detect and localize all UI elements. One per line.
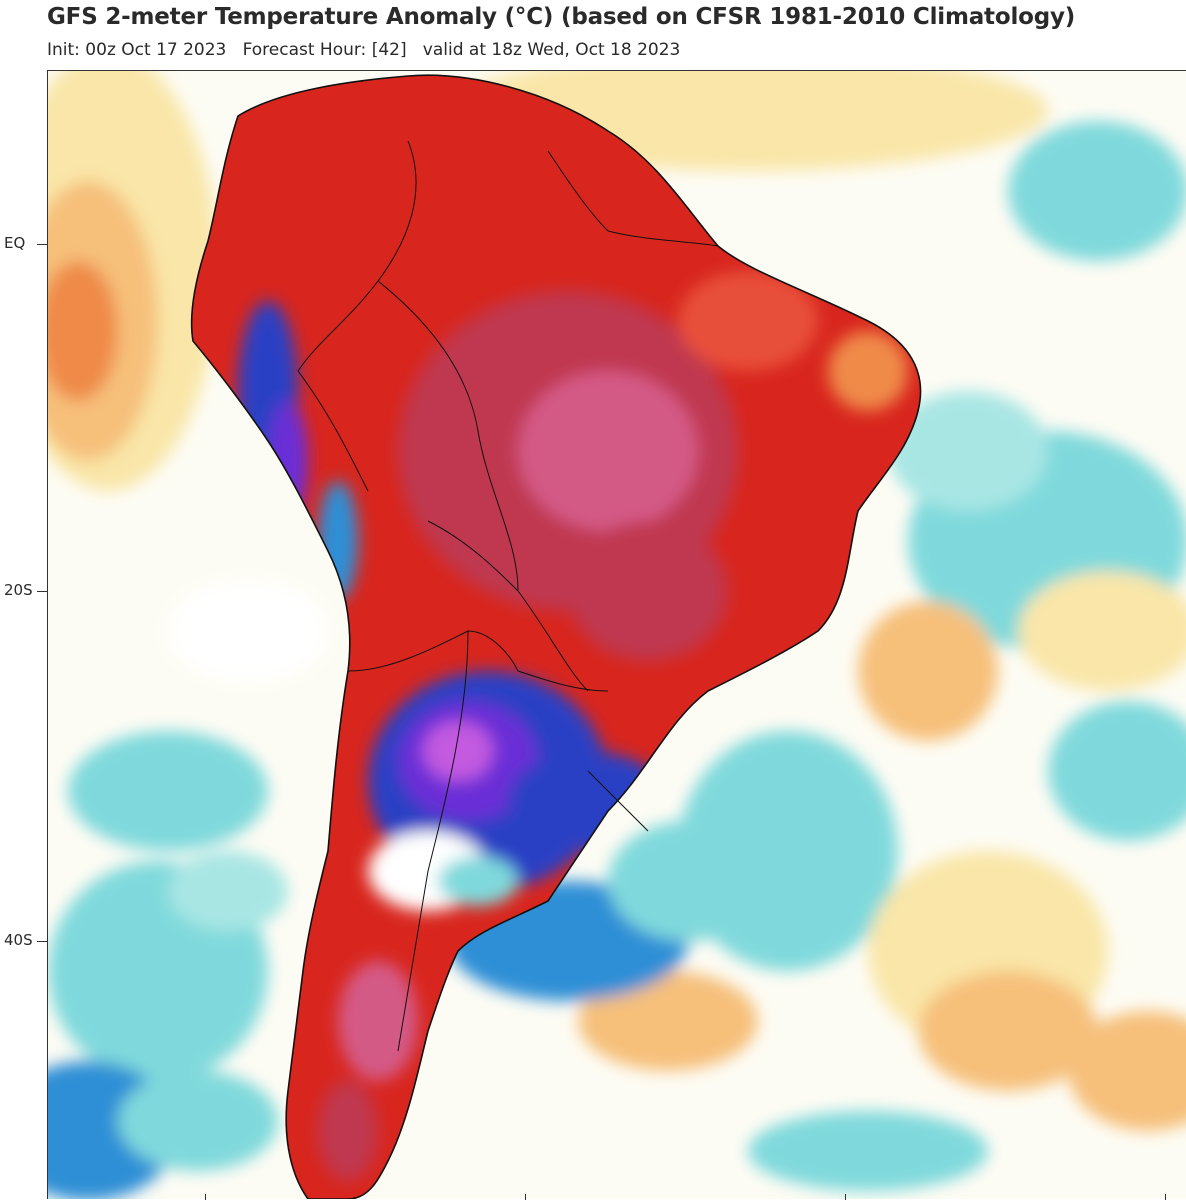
ocean-anomalies xyxy=(48,71,1186,1199)
lat-tick-eq xyxy=(37,244,47,245)
coastline xyxy=(190,74,922,1199)
lat-label-40s: 40S xyxy=(4,931,33,949)
anomaly-map xyxy=(47,70,1186,1199)
lat-tick-20s xyxy=(37,591,47,592)
lat-label-20s: 20S xyxy=(4,581,33,599)
map-subtitle: Init: 00z Oct 17 2023 Forecast Hour: [42… xyxy=(47,40,681,60)
lat-tick-40s xyxy=(37,941,47,942)
country-borders xyxy=(297,140,719,1052)
map-title: GFS 2-meter Temperature Anomaly (°C) (ba… xyxy=(47,4,1076,30)
lon-tick-4 xyxy=(1165,1194,1166,1200)
lon-tick-2 xyxy=(525,1194,526,1200)
lat-label-eq: EQ xyxy=(4,234,26,252)
anomaly-map-svg xyxy=(48,71,1186,1199)
lon-tick-3 xyxy=(845,1194,846,1200)
lon-tick-1 xyxy=(205,1194,206,1200)
